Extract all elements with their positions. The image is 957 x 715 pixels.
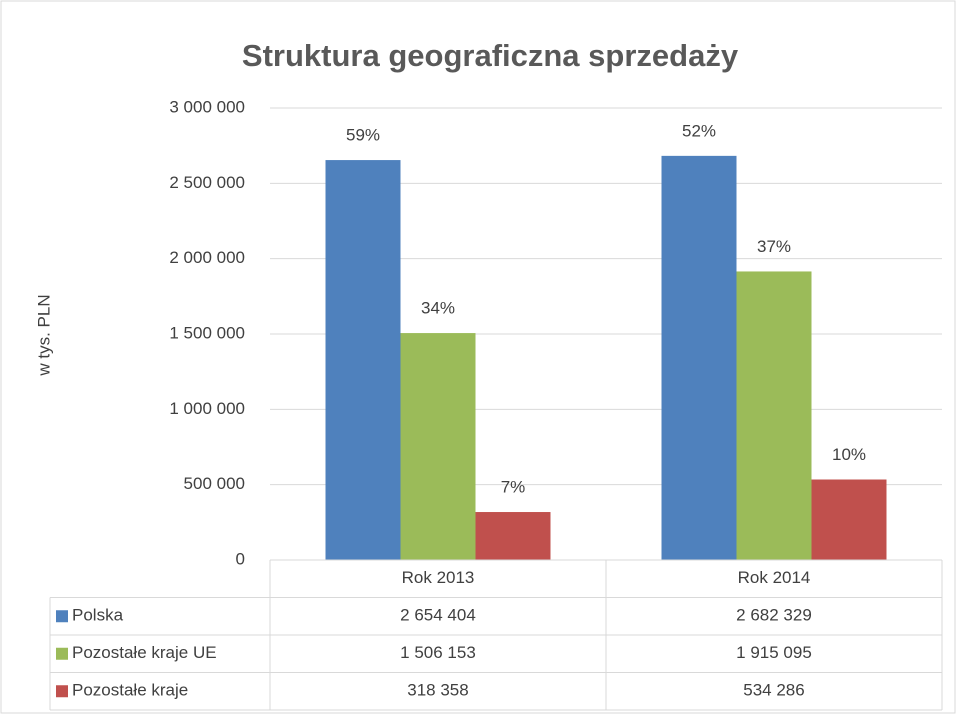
data-label: 37% xyxy=(757,237,791,256)
y-tick-label: 0 xyxy=(236,549,245,568)
y-tick-label: 2 000 000 xyxy=(169,248,245,267)
table-cell: 534 286 xyxy=(743,681,804,700)
bar xyxy=(811,479,887,560)
data-label: 52% xyxy=(682,121,716,140)
bar xyxy=(400,333,476,560)
legend-label: Pozostałe kraje xyxy=(72,681,188,700)
table-cell: 1 915 095 xyxy=(736,643,812,662)
data-label: 34% xyxy=(421,299,455,318)
legend-label: Pozostałe kraje UE xyxy=(72,643,217,662)
bar xyxy=(475,512,551,560)
data-label: 7% xyxy=(501,478,526,497)
bar xyxy=(736,271,812,560)
chart-title: Struktura geograficzna sprzedaży xyxy=(242,38,739,73)
y-axis-label: w tys. PLN xyxy=(34,294,53,376)
table-cell: 318 358 xyxy=(407,681,468,700)
bar xyxy=(661,155,737,560)
y-tick-label: 1 500 000 xyxy=(169,323,245,342)
y-tick-label: 3 000 000 xyxy=(169,97,245,116)
table-cell: 1 506 153 xyxy=(400,643,476,662)
y-tick-label: 500 000 xyxy=(184,474,245,493)
legend-swatch xyxy=(56,610,68,623)
x-tick-label: Rok 2013 xyxy=(402,568,475,587)
table-cell: 2 682 329 xyxy=(736,606,812,625)
bar xyxy=(325,160,401,560)
table-cell: 2 654 404 xyxy=(400,606,476,625)
legend-label: Polska xyxy=(72,606,124,625)
x-tick-label: Rok 2014 xyxy=(738,568,811,587)
y-tick-label: 1 000 000 xyxy=(169,399,245,418)
legend-swatch xyxy=(56,685,68,698)
legend-swatch xyxy=(56,647,68,660)
y-tick-label: 2 500 000 xyxy=(169,173,245,192)
data-label: 10% xyxy=(832,445,866,464)
data-label: 59% xyxy=(346,126,380,145)
